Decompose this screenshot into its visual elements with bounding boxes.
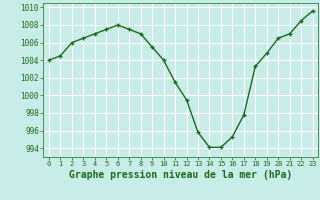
- X-axis label: Graphe pression niveau de la mer (hPa): Graphe pression niveau de la mer (hPa): [69, 170, 292, 180]
